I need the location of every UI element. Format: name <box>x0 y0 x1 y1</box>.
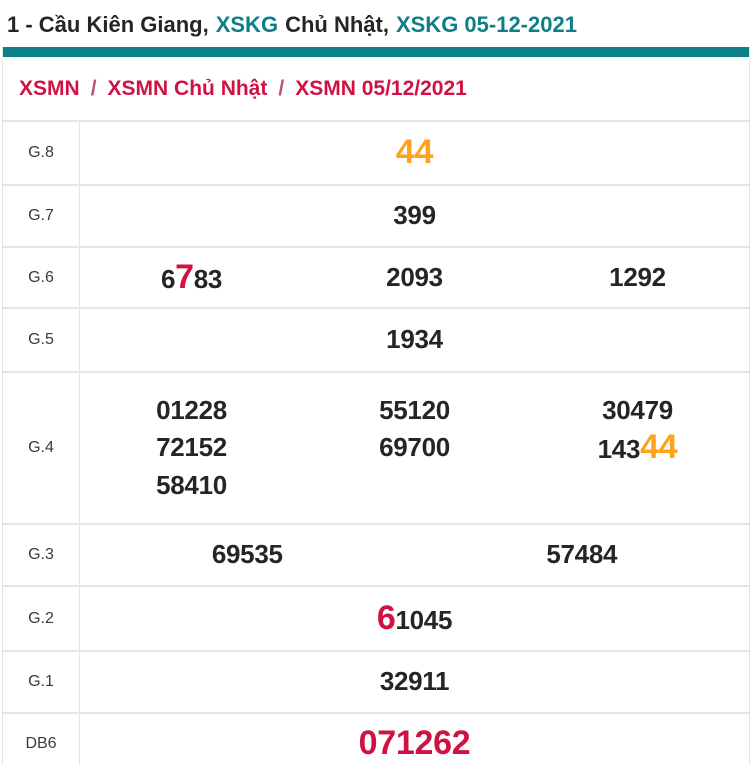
prize-label: G.1 <box>3 652 80 712</box>
prize-digits: 143 <box>597 434 641 465</box>
prize-row-g7: G.7 399 <box>3 184 749 246</box>
prize-value: 57484 <box>546 539 618 570</box>
prize-value: 32911 <box>379 666 450 697</box>
page-title-link-date[interactable]: XSKG 05-12-2021 <box>395 12 577 37</box>
prize-digit-highlight: 071262 <box>358 724 471 763</box>
breadcrumb-item-xsmn-day[interactable]: XSMN Chủ Nhật <box>107 76 268 100</box>
prize-value: 72152 <box>156 432 227 463</box>
prize-digits: 57484 <box>546 539 618 570</box>
breadcrumb-separator: / <box>90 76 97 100</box>
prize-row-g5: G.5 1934 <box>3 307 749 371</box>
prize-digits: 1045 <box>395 604 453 635</box>
page-title-text-day: Chủ Nhật, <box>285 12 389 37</box>
breadcrumb-item-xsmn-date[interactable]: XSMN 05/12/2021 <box>295 76 467 100</box>
prize-digits: 399 <box>393 200 436 231</box>
prize-digits: 72152 <box>156 432 227 463</box>
prize-digits: 69535 <box>211 539 283 570</box>
prize-value: 58410 <box>156 469 227 501</box>
prize-value: 14344 <box>598 428 678 467</box>
page-title-text: 1 - Cầu Kiên Giang, <box>7 12 209 37</box>
prize-label: G.2 <box>3 587 80 650</box>
prize-label: G.4 <box>3 373 80 523</box>
prize-digits: 1934 <box>386 324 443 355</box>
prize-label: G.6 <box>3 248 80 307</box>
prize-value: 30479 <box>602 394 673 426</box>
breadcrumb: XSMN / XSMN Chủ Nhật / XSMN 05/12/2021 <box>3 57 749 120</box>
prize-value: 1934 <box>386 324 443 355</box>
prize-values: 44 <box>80 122 749 184</box>
prize-values: 61045 <box>80 587 749 650</box>
breadcrumb-separator: / <box>278 76 285 100</box>
prize-value: 071262 <box>359 724 471 763</box>
prize-digits: 32911 <box>379 666 450 697</box>
prize-label: DB6 <box>3 714 80 765</box>
prize-digit-highlight: 44 <box>395 133 434 172</box>
prize-values: 32911 <box>80 652 749 712</box>
prize-digits: 69700 <box>379 432 450 463</box>
prize-label: G.7 <box>3 186 80 246</box>
prize-row-db6: DB6 071262 <box>3 712 749 765</box>
prize-value: 6783 <box>161 258 222 297</box>
prize-value: 44 <box>395 133 434 172</box>
prize-digits: 01228 <box>156 394 227 425</box>
breadcrumb-item-xsmn[interactable]: XSMN <box>19 76 80 100</box>
page-title: 1 - Cầu Kiên Giang, XSKG Chủ Nhật, XSKG … <box>0 0 755 47</box>
prize-row-g1: G.1 32911 <box>3 650 749 712</box>
prize-values: 1934 <box>80 309 749 371</box>
prize-value: 1292 <box>609 261 666 293</box>
prize-value: 69535 <box>211 539 283 570</box>
teal-accent-bar <box>3 47 749 57</box>
prize-digits: 30479 <box>602 394 673 425</box>
prize-values: 6783 2093 1292 <box>80 248 749 307</box>
prize-row-g4: G.4 01228 55120 30479 72152 69700 14344 … <box>3 371 749 523</box>
prize-digits: 58410 <box>156 469 227 500</box>
prize-value: 2093 <box>386 261 443 293</box>
prize-label: G.8 <box>3 122 80 184</box>
prize-digits: 55120 <box>379 394 450 425</box>
prize-digit-highlight: 6 <box>376 598 396 637</box>
prize-row-g3: G.3 69535 57484 <box>3 523 749 585</box>
prize-digits: 2093 <box>386 261 443 292</box>
prize-row-g6: G.6 6783 2093 1292 <box>3 246 749 307</box>
prize-value: 399 <box>393 200 436 231</box>
prize-value: 55120 <box>379 394 450 426</box>
prize-digit-highlight: 7 <box>175 257 194 296</box>
prize-row-g8: G.8 44 <box>3 120 749 184</box>
prize-values: 69535 57484 <box>80 525 749 585</box>
prize-digits: 83 <box>193 263 223 294</box>
prize-digits: 1292 <box>609 261 666 292</box>
results-panel: XSMN / XSMN Chủ Nhật / XSMN 05/12/2021 G… <box>2 47 750 765</box>
page-title-link-xskg[interactable]: XSKG <box>215 12 279 37</box>
prize-value: 61045 <box>376 598 453 638</box>
prize-row-g2: G.2 61045 <box>3 585 749 650</box>
prize-values: 01228 55120 30479 72152 69700 14344 5841… <box>80 373 749 523</box>
prize-digits: 6 <box>160 263 176 294</box>
prize-label: G.3 <box>3 525 80 585</box>
prize-values: 399 <box>80 186 749 246</box>
prize-label: G.5 <box>3 309 80 371</box>
prize-value: 69700 <box>379 432 450 463</box>
prize-value: 01228 <box>156 394 227 426</box>
prize-digit-highlight: 44 <box>640 428 678 467</box>
prize-values: 071262 <box>80 714 749 765</box>
